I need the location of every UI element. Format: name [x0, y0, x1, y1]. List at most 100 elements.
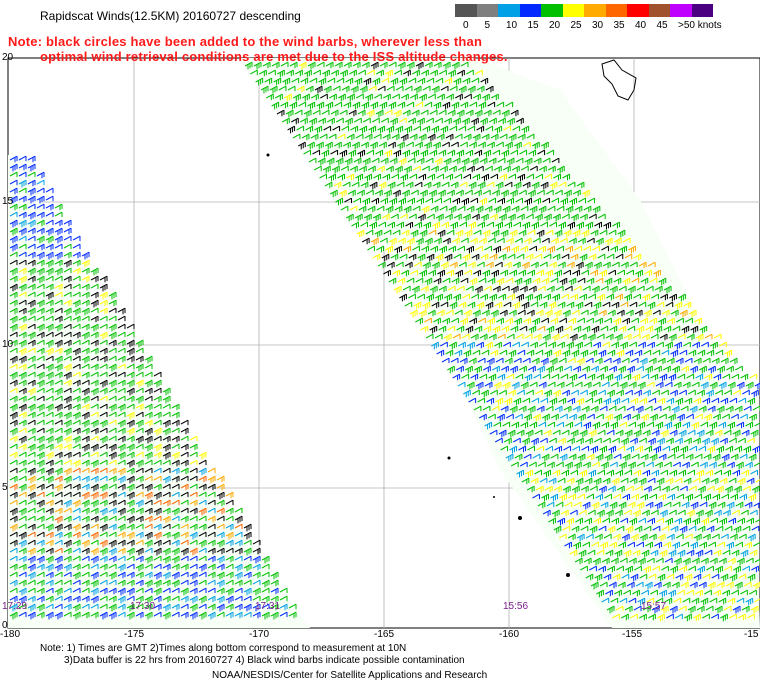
wind-barb: [715, 565, 723, 574]
wind-barb: [9, 347, 18, 354]
wind-barb: [677, 373, 686, 380]
wind-barb: [681, 501, 690, 509]
footer-note-2: 3)Data buffer is 22 hrs from 20160727 4)…: [64, 655, 465, 666]
wind-barb: [629, 261, 638, 268]
legend-tick-label: 10: [506, 20, 518, 31]
wind-barb: [616, 349, 625, 358]
wind-barb: [654, 325, 663, 334]
wind-barb: [641, 333, 650, 341]
wind-barb: [604, 493, 612, 500]
wind-barb: [482, 229, 491, 238]
wind-barb: [727, 381, 736, 390]
wind-barb: [485, 85, 494, 93]
wind-barb: [117, 547, 126, 555]
wind-barb: [739, 453, 748, 460]
wind-barb: [72, 291, 81, 298]
wind-barb: [63, 587, 72, 594]
wind-barb: [72, 315, 81, 323]
wind-barb: [582, 325, 591, 333]
wind-barb: [548, 341, 556, 349]
wind-barb: [719, 517, 727, 526]
wind-barb: [639, 397, 648, 405]
wind-barb: [126, 339, 135, 348]
wind-barb: [126, 443, 135, 452]
wind-barb: [420, 325, 429, 333]
wind-barb: [726, 501, 735, 510]
wind-barb: [108, 507, 117, 515]
wind-barb: [709, 421, 718, 430]
wind-barb: [81, 587, 90, 594]
wind-barb: [513, 397, 522, 406]
wind-barb: [397, 277, 406, 285]
wind-barb: [638, 301, 647, 308]
wind-barb: [180, 475, 189, 482]
wind-barb: [448, 205, 457, 214]
wind-barb: [511, 421, 520, 429]
wind-barb: [548, 437, 557, 444]
wind-barb: [415, 277, 424, 284]
wind-barb: [519, 149, 528, 156]
wind-barb: [36, 243, 45, 251]
wind-barb: [99, 467, 108, 474]
wind-barb: [45, 531, 54, 539]
wind-barb: [36, 523, 45, 530]
wind-barb: [741, 429, 750, 437]
wind-barb: [746, 477, 755, 485]
wind-barb: [317, 157, 326, 166]
wind-barb: [719, 437, 728, 445]
wind-barb: [153, 571, 162, 580]
wind-barb: [444, 213, 453, 221]
wind-barb: [153, 395, 162, 403]
wind-barb: [72, 395, 81, 403]
wind-barb: [626, 581, 635, 589]
wind-barb: [198, 467, 207, 476]
wind-barb: [415, 317, 423, 325]
wind-barb: [63, 251, 72, 259]
wind-barb: [18, 331, 27, 339]
wind-barb: [572, 269, 580, 277]
wind-barb: [749, 549, 758, 557]
wind-barb: [609, 501, 618, 510]
wind-barb: [108, 339, 117, 347]
wind-barb: [368, 125, 377, 134]
wind-barb: [640, 493, 648, 501]
wind-barb: [678, 429, 687, 438]
wind-barb: [126, 475, 135, 484]
wind-barb: [462, 253, 471, 262]
wind-barb: [474, 109, 483, 118]
wind-barb: [738, 397, 747, 404]
wind-barb: [207, 611, 216, 620]
wind-barb: [216, 491, 225, 500]
wind-barb: [650, 589, 658, 596]
wind-barb: [691, 421, 700, 430]
wind-barb: [635, 269, 643, 278]
wind-barb: [577, 493, 585, 500]
wind-barb: [270, 571, 279, 580]
wind-barb: [428, 189, 437, 198]
wind-barb: [751, 485, 760, 494]
wind-barb: [36, 395, 45, 402]
wind-barb: [643, 485, 652, 493]
wind-barb: [54, 267, 63, 276]
wind-barb: [344, 157, 353, 166]
wind-barb: [27, 563, 36, 572]
wind-barb: [126, 579, 135, 587]
wind-barb: [515, 413, 523, 420]
wind-barb: [171, 547, 180, 556]
wind-barb: [27, 571, 36, 580]
wind-barb: [661, 389, 669, 396]
wind-barb: [515, 373, 524, 380]
wind-barb: [54, 275, 63, 282]
wind-barb: [72, 515, 81, 522]
wind-barb: [672, 461, 681, 468]
wind-barb: [345, 77, 354, 85]
wind-barb: [592, 205, 601, 214]
wind-barb: [99, 451, 108, 458]
wind-barb: [579, 429, 588, 438]
wind-barb: [284, 93, 292, 102]
wind-barb: [738, 573, 747, 580]
wind-barb: [707, 581, 716, 590]
wind-barb: [561, 293, 569, 300]
wind-barb: [501, 325, 510, 333]
wind-barb: [688, 525, 697, 532]
